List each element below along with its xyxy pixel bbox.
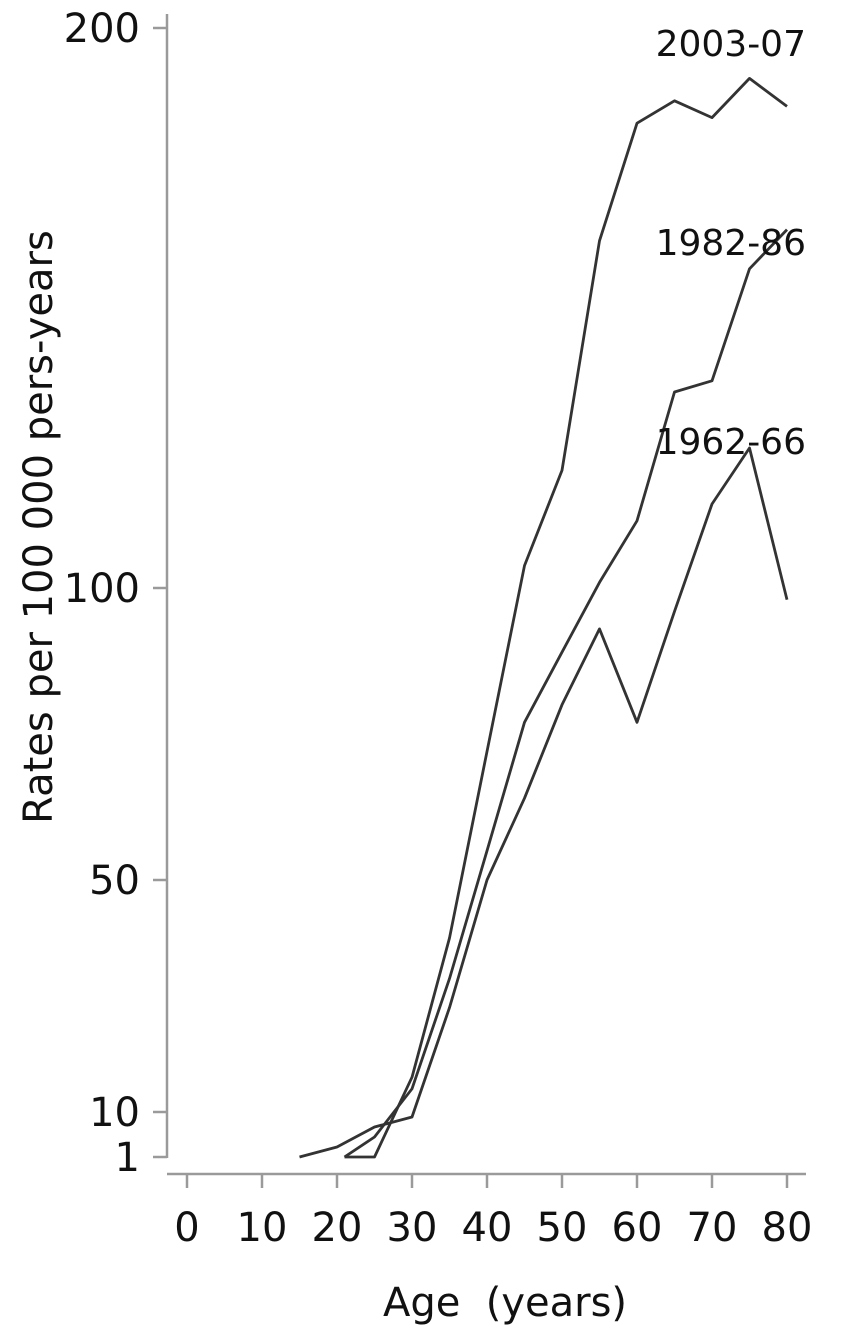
x-tick-label: 70: [687, 1205, 738, 1251]
x-tick-label: 20: [312, 1205, 363, 1251]
y-ticks: 110 50 100 200: [64, 6, 167, 1181]
axes: [165, 14, 806, 1176]
series-lines: [299, 77, 789, 1159]
series-line-1962-66: [299, 446, 789, 1159]
series-label-2003-07: 2003-07: [656, 24, 806, 65]
x-tick-label: 0: [174, 1205, 199, 1251]
y-tick-label: 10: [89, 1090, 140, 1136]
x-tick-label: 30: [387, 1205, 438, 1251]
x-tick-label: 40: [462, 1205, 513, 1251]
series-line-2003-07: [344, 77, 788, 1159]
y-tick-label: 50: [89, 858, 140, 904]
y-tick-label: 1: [115, 1135, 140, 1181]
x-tick-label: 10: [237, 1205, 288, 1251]
y-tick-label: 100: [64, 566, 140, 612]
x-tick-label: 80: [762, 1205, 813, 1251]
series-label-1982-86: 1982-86: [656, 223, 806, 264]
series-line-1982-86: [343, 228, 789, 1159]
y-axis-title: Rates per 100 000 pers-years: [16, 230, 62, 824]
series-labels: 2003-07 1982-86 1962-66: [656, 24, 806, 463]
x-tick-label: 50: [537, 1205, 588, 1251]
series-label-1962-66: 1962-66: [656, 422, 806, 463]
x-tick-label: 60: [612, 1205, 663, 1251]
x-axis-title: Age (years): [383, 1280, 627, 1326]
y-tick-label: 200: [64, 6, 140, 52]
x-ticks: 0 10 20 30 40 50 60 70 80: [174, 1174, 812, 1251]
